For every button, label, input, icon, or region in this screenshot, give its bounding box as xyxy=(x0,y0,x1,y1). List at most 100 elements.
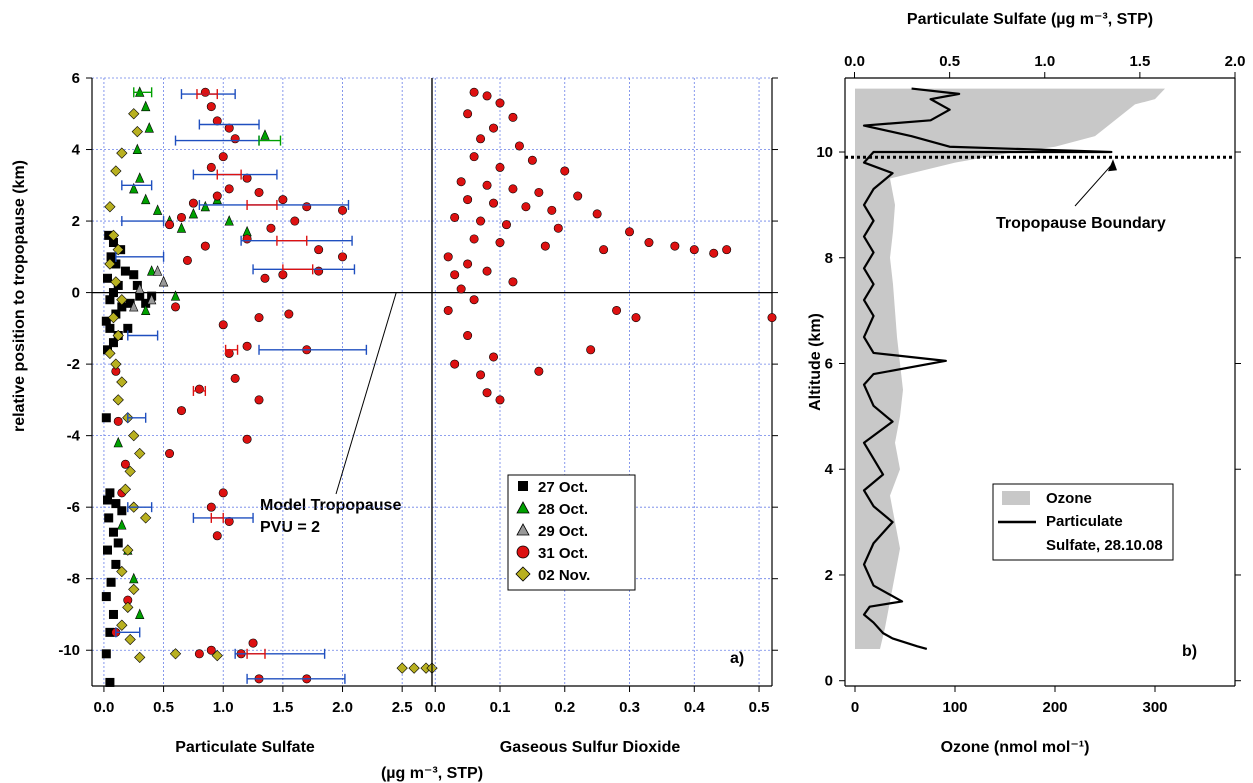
a-right-point-34 xyxy=(709,248,719,258)
a-right-point-11 xyxy=(560,166,570,176)
a-left-point-s0-11 xyxy=(117,506,127,516)
a-left-point-s3-22 xyxy=(200,241,210,251)
a-left-point-s3-15 xyxy=(314,245,324,255)
a-left-point-s3-20 xyxy=(176,212,186,222)
a-right-point-28 xyxy=(495,238,505,248)
panel-a-left-plot: 0.0 0.5 1.0 1.5 2.0 2.5 6 4 2 0 -2 -4 -6 -8 -10 xyxy=(58,70,438,716)
a-left-point-s3-34 xyxy=(194,384,204,394)
panel-a-left-xunit: (µg m⁻³, STP) xyxy=(381,765,483,782)
a-left-point-s4-20 xyxy=(119,483,132,495)
a-right-point-47 xyxy=(586,345,596,355)
a-left-ytick-label-7: -8 xyxy=(67,571,80,588)
a-left-point-s1-5 xyxy=(129,182,139,194)
tropopause-annotation-line1: Model Tropopause xyxy=(260,497,401,514)
b-annotation-arrowhead xyxy=(1108,159,1117,172)
b-ytick-label-1: 2 xyxy=(825,567,833,584)
a-left-xtick-label-4: 2.0 xyxy=(332,699,353,716)
a-right-point-5 xyxy=(489,123,499,133)
a-right-point-29 xyxy=(540,241,550,251)
legend-ozone-swatch xyxy=(1002,491,1030,505)
a-right-point-8 xyxy=(469,152,479,162)
a-right-point-6 xyxy=(476,134,486,144)
a-right-point-0 xyxy=(469,87,479,97)
a-right-point-37 xyxy=(463,259,473,269)
a-left-point-s4-18 xyxy=(134,447,146,460)
b-xtick-label-bottom-1: 100 xyxy=(942,699,967,716)
legend-marker-02nov xyxy=(515,566,531,582)
a-right-point-49 xyxy=(476,370,486,380)
b-xtick-label-top-2: 1.0 xyxy=(1034,53,1055,70)
a-left-point-s0-9 xyxy=(108,527,118,537)
legend-marker-29oct xyxy=(516,523,530,536)
a-right-point-3 xyxy=(463,109,473,119)
a-right-point-36 xyxy=(443,252,453,262)
a-right-point-23 xyxy=(476,216,486,226)
a-left-point-s2-0 xyxy=(135,283,145,294)
a-right-point-4 xyxy=(508,112,518,122)
panel-b-xlabel-bottom: Ozone (nmol mol⁻¹) xyxy=(941,739,1090,756)
a-right-xtick-label-5: 0.5 xyxy=(749,699,770,716)
a-left-point-s4-23 xyxy=(122,544,134,556)
a-left-point-s3-36 xyxy=(254,395,264,405)
a-left-point-s2-2 xyxy=(158,275,169,287)
a-left-point-s3-45 xyxy=(206,645,216,655)
a-left-point-s4-7 xyxy=(104,258,116,270)
a-right-xtick-label-0: 0.0 xyxy=(425,699,446,716)
a-right-point-12 xyxy=(456,177,466,187)
a-left-point-s0-6 xyxy=(111,559,121,569)
b-ytick-label-2: 4 xyxy=(825,461,834,478)
a-right-point-17 xyxy=(463,195,473,205)
b-ytick-label-4: 8 xyxy=(825,250,833,267)
a-right-point-13 xyxy=(482,180,492,190)
a-right-point-52 xyxy=(495,395,505,405)
a-left-point-s0-17 xyxy=(108,338,118,348)
legend-label-28oct: 28 Oct. xyxy=(538,501,588,518)
a-left-point-s1-22 xyxy=(135,608,145,619)
a-left-point-s4-33 xyxy=(408,662,420,674)
a-left-point-s2-1 xyxy=(146,293,157,305)
b-xtick-label-top-1: 0.5 xyxy=(939,53,960,70)
a-right-point-25 xyxy=(553,223,563,233)
a-left-point-s4-0 xyxy=(128,108,140,120)
a-left-point-s0-0 xyxy=(105,677,115,687)
legend-a: 27 Oct. 28 Oct. 29 Oct. 31 Oct. 02 Nov. xyxy=(507,474,636,591)
a-right-point-20 xyxy=(547,205,557,215)
a-left-point-s0-27 xyxy=(120,266,130,276)
a-right-point-44 xyxy=(767,313,777,323)
a-left-point-s0-12 xyxy=(111,499,121,509)
a-right-xtick-label-4: 0.4 xyxy=(684,699,706,716)
a-left-point-s0-14 xyxy=(105,488,115,498)
a-left-point-s1-13 xyxy=(224,215,234,226)
a-right-point-30 xyxy=(599,245,609,255)
tropopause-annotation-line2: PVU = 2 xyxy=(260,519,320,536)
a-right-point-39 xyxy=(508,277,518,287)
a-right-point-46 xyxy=(489,352,499,362)
a-right-point-14 xyxy=(508,184,518,194)
a-left-point-s3-41 xyxy=(206,502,216,512)
b-xtick-label-bottom-0: 0 xyxy=(851,699,859,716)
a-left-point-s4-28 xyxy=(124,633,136,646)
a-left-point-s0-4 xyxy=(101,592,111,602)
a-left-point-s3-9 xyxy=(278,195,288,205)
a-left-point-s0-10 xyxy=(104,513,114,523)
a-right-point-43 xyxy=(631,313,641,323)
a-right-point-40 xyxy=(456,284,466,294)
a-left-point-s4-29 xyxy=(134,651,146,664)
panel-b-label: b) xyxy=(1182,643,1197,660)
a-right-xtick-label-1: 0.1 xyxy=(490,699,511,716)
a-left-point-s3-54 xyxy=(113,416,123,426)
a-left-point-s4-14 xyxy=(116,376,128,388)
a-left-point-s4-31 xyxy=(211,649,223,662)
a-left-point-s3-17 xyxy=(224,184,234,194)
a-right-point-1 xyxy=(482,91,492,101)
a-right-point-35 xyxy=(722,245,732,255)
a-left-xtick-label-2: 1.0 xyxy=(213,699,234,716)
a-left-point-s4-30 xyxy=(169,648,182,660)
a-left-point-s4-2 xyxy=(116,147,128,159)
a-left-point-s1-21 xyxy=(129,572,139,584)
b-xtick-label-top-0: 0.0 xyxy=(844,53,865,70)
a-right-point-16 xyxy=(573,191,583,201)
a-right-point-7 xyxy=(514,141,524,151)
a-left-point-s4-25 xyxy=(128,583,140,596)
a-right-point-32 xyxy=(670,241,680,251)
